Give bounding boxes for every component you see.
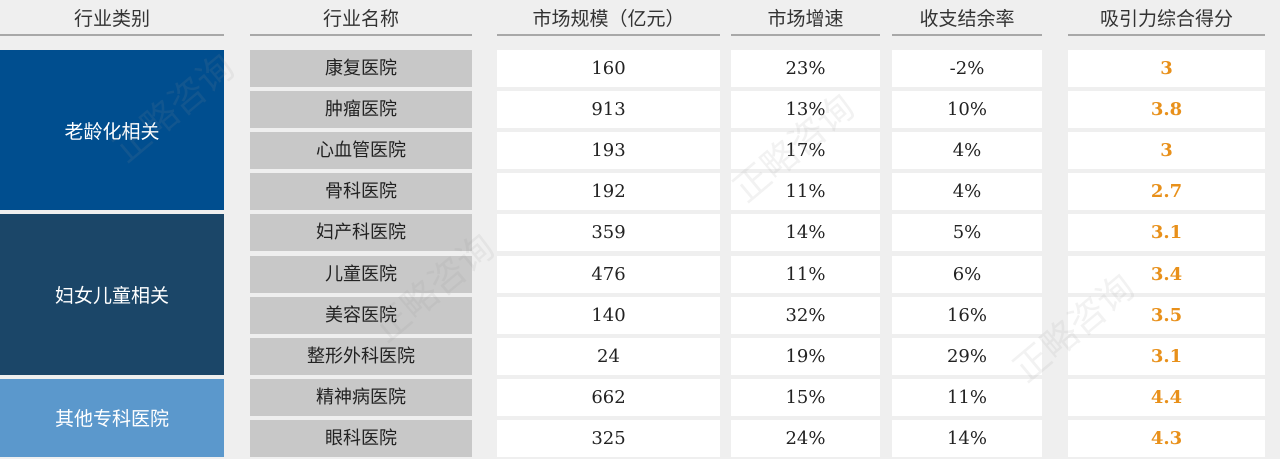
cell-size: 662 — [497, 378, 720, 416]
category-block: 其他专科医院 — [0, 378, 224, 457]
cell-size: 913 — [497, 91, 720, 129]
cell-size: 476 — [497, 255, 720, 293]
cell-surplus: 4% — [892, 173, 1042, 211]
cell-surplus: -2% — [892, 50, 1042, 87]
cell-name: 肿瘤医院 — [250, 91, 472, 129]
cell-growth: 32% — [731, 296, 880, 334]
cell-name: 儿童医院 — [250, 255, 472, 293]
cell-score: 3.1 — [1068, 214, 1265, 252]
cell-growth: 23% — [731, 50, 880, 87]
cell-growth: 11% — [731, 255, 880, 293]
cell-name: 眼科医院 — [250, 419, 472, 457]
header-score: 吸引力综合得分 — [1068, 0, 1265, 36]
header-name: 行业名称 — [250, 0, 472, 36]
cell-size: 359 — [497, 214, 720, 252]
cell-growth: 17% — [731, 132, 880, 170]
cell-surplus: 5% — [892, 214, 1042, 252]
cell-name: 精神病医院 — [250, 378, 472, 416]
cell-size: 160 — [497, 50, 720, 87]
cell-surplus: 4% — [892, 132, 1042, 170]
cell-growth: 24% — [731, 419, 880, 457]
cell-growth: 15% — [731, 378, 880, 416]
cell-score: 3.4 — [1068, 255, 1265, 293]
cell-size: 192 — [497, 173, 720, 211]
cell-growth: 13% — [731, 91, 880, 129]
cell-surplus: 14% — [892, 419, 1042, 457]
cell-growth: 19% — [731, 337, 880, 375]
cell-surplus: 10% — [892, 91, 1042, 129]
cell-score: 4.4 — [1068, 378, 1265, 416]
cell-name: 骨科医院 — [250, 173, 472, 211]
cell-surplus: 11% — [892, 378, 1042, 416]
header-market-size: 市场规模（亿元） — [497, 0, 720, 36]
cell-score: 3.1 — [1068, 337, 1265, 375]
cell-growth: 11% — [731, 173, 880, 211]
cell-score: 3.8 — [1068, 91, 1265, 129]
cell-size: 193 — [497, 132, 720, 170]
cell-name: 美容医院 — [250, 296, 472, 334]
cell-size: 140 — [497, 296, 720, 334]
cell-score: 3 — [1068, 132, 1265, 170]
cell-name: 心血管医院 — [250, 132, 472, 170]
cell-score: 3 — [1068, 50, 1265, 87]
cell-score: 3.5 — [1068, 296, 1265, 334]
category-block: 妇女儿童相关 — [0, 214, 224, 375]
cell-name: 康复医院 — [250, 50, 472, 87]
cell-name: 妇产科医院 — [250, 214, 472, 252]
cell-size: 325 — [497, 419, 720, 457]
header-surplus-rate: 收支结余率 — [892, 0, 1042, 36]
cell-growth: 14% — [731, 214, 880, 252]
header-category: 行业类别 — [0, 0, 224, 36]
cell-size: 24 — [497, 337, 720, 375]
cell-surplus: 16% — [892, 296, 1042, 334]
cell-score: 2.7 — [1068, 173, 1265, 211]
header-growth: 市场增速 — [731, 0, 880, 36]
category-block: 老龄化相关 — [0, 50, 224, 211]
cell-score: 4.3 — [1068, 419, 1265, 457]
cell-surplus: 6% — [892, 255, 1042, 293]
cell-surplus: 29% — [892, 337, 1042, 375]
cell-name: 整形外科医院 — [250, 337, 472, 375]
